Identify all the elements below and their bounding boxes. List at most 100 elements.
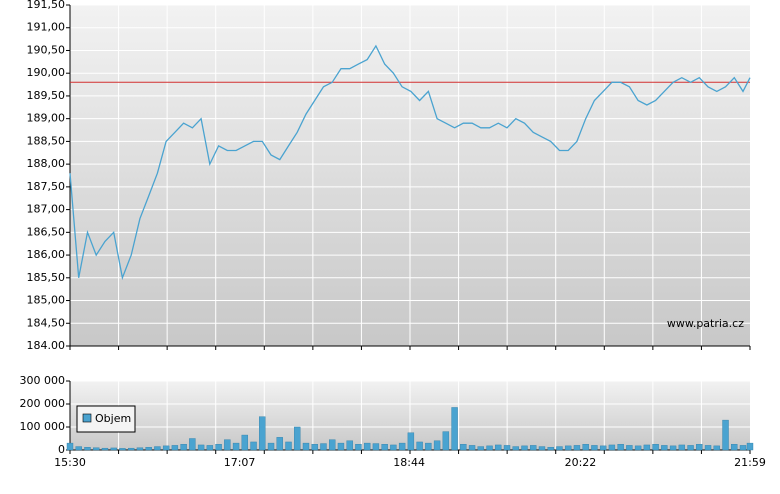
volume-bar — [294, 426, 301, 451]
legend-label: Objem — [95, 412, 131, 425]
volume-bar — [320, 443, 327, 451]
volume-bar — [704, 445, 712, 451]
volume-bar — [119, 448, 126, 451]
x-tick-label: 20:22 — [565, 456, 597, 469]
y-tick-label: 185,50 — [27, 271, 66, 284]
volume-bar — [162, 445, 170, 451]
volume-bar — [652, 444, 659, 451]
volume-bar — [669, 445, 677, 451]
volume-bar — [154, 446, 161, 451]
y-tick-label: 189,00 — [27, 112, 66, 125]
volume-bar — [75, 446, 82, 451]
volume-bar — [486, 445, 493, 451]
volume-bar — [302, 442, 310, 451]
volume-bar — [678, 444, 686, 451]
volume-bar — [495, 444, 502, 451]
volume-bar — [722, 419, 729, 451]
volume-bar — [407, 432, 415, 451]
volume-bar — [197, 444, 205, 451]
y-tick-label: 190,00 — [27, 66, 66, 79]
volume-bar — [538, 446, 546, 451]
volume-bar — [136, 447, 144, 451]
x-tick-label: 15:30 — [54, 456, 86, 469]
volume-bar — [746, 442, 754, 451]
volume-bar — [643, 444, 651, 451]
y-tick-label: 186,00 — [27, 248, 66, 261]
watermark: www.patria.cz — [667, 317, 744, 330]
y-tick-label: 188,00 — [27, 157, 66, 170]
legend-swatch — [82, 413, 92, 423]
volume-bar — [285, 441, 292, 451]
volume-bar — [180, 444, 187, 451]
volume-bar — [189, 438, 196, 451]
y-tick-label: 200 000 — [20, 397, 66, 410]
volume-bar — [66, 442, 74, 451]
y-tick-label: 187,50 — [27, 180, 66, 193]
volume-bar — [626, 445, 633, 451]
volume-bar — [241, 434, 249, 451]
volume-bar — [101, 447, 109, 451]
y-tick-label: 186,50 — [27, 225, 66, 238]
volume-bar — [416, 441, 423, 451]
volume-bar — [696, 444, 703, 451]
volume-bar — [171, 445, 179, 451]
volume-bar — [460, 444, 467, 451]
y-tick-label: 191,50 — [27, 0, 66, 11]
volume-bar — [250, 441, 257, 451]
volume-bar — [425, 442, 432, 451]
volume-bar — [556, 446, 563, 451]
volume-bar — [512, 446, 519, 451]
volume-bar — [127, 447, 135, 451]
volume-bar — [468, 445, 476, 451]
x-tick-label: 21:59 — [734, 456, 766, 469]
volume-bar — [565, 445, 572, 451]
volume-bar — [582, 444, 589, 451]
y-tick-label: 184.00 — [27, 339, 66, 352]
y-tick-label: 0 — [58, 443, 65, 456]
y-tick-label: 300 000 — [20, 374, 66, 387]
volume-bar — [363, 442, 371, 451]
y-tick-label: 100 000 — [20, 420, 66, 433]
volume-bar — [259, 416, 266, 451]
volume-bar — [232, 442, 240, 451]
y-tick-label: 188,50 — [27, 134, 66, 147]
volume-bar — [311, 444, 318, 451]
volume-bar — [713, 445, 720, 451]
volume-bar — [93, 447, 100, 451]
volume-bar — [617, 444, 624, 451]
volume-bar — [451, 407, 458, 451]
volume-bar — [599, 445, 607, 451]
volume-bar — [381, 444, 388, 451]
volume-bar — [608, 444, 616, 451]
volume-bar — [267, 442, 275, 451]
y-tick-label: 184,50 — [27, 316, 66, 329]
volume-bar — [224, 439, 231, 451]
x-tick-label: 17:07 — [224, 456, 256, 469]
volume-bar — [687, 445, 694, 451]
x-tick-label: 18:44 — [393, 456, 425, 469]
y-tick-label: 189,50 — [27, 89, 66, 102]
volume-bar — [346, 440, 353, 451]
y-tick-label: 190,50 — [27, 43, 66, 56]
volume-bar — [731, 444, 738, 451]
y-tick-label: 185,00 — [27, 294, 66, 307]
volume-bar — [433, 440, 441, 451]
volume-bar — [573, 445, 581, 451]
volume-bar — [477, 446, 484, 451]
volume-bar — [215, 444, 222, 451]
volume-bar — [145, 447, 152, 451]
volume-bar — [661, 445, 668, 451]
volume-bar — [521, 445, 528, 451]
volume-bar — [329, 439, 336, 451]
volume-bar — [398, 442, 406, 451]
volume-bar — [503, 445, 511, 451]
volume-bar — [372, 443, 380, 451]
volume-bar — [276, 437, 283, 451]
volume-bar — [206, 445, 214, 451]
y-tick-label: 191,00 — [27, 21, 66, 34]
volume-bar — [739, 445, 747, 451]
volume-bar — [84, 447, 91, 451]
volume-bar — [530, 445, 537, 451]
volume-bar — [337, 442, 345, 451]
